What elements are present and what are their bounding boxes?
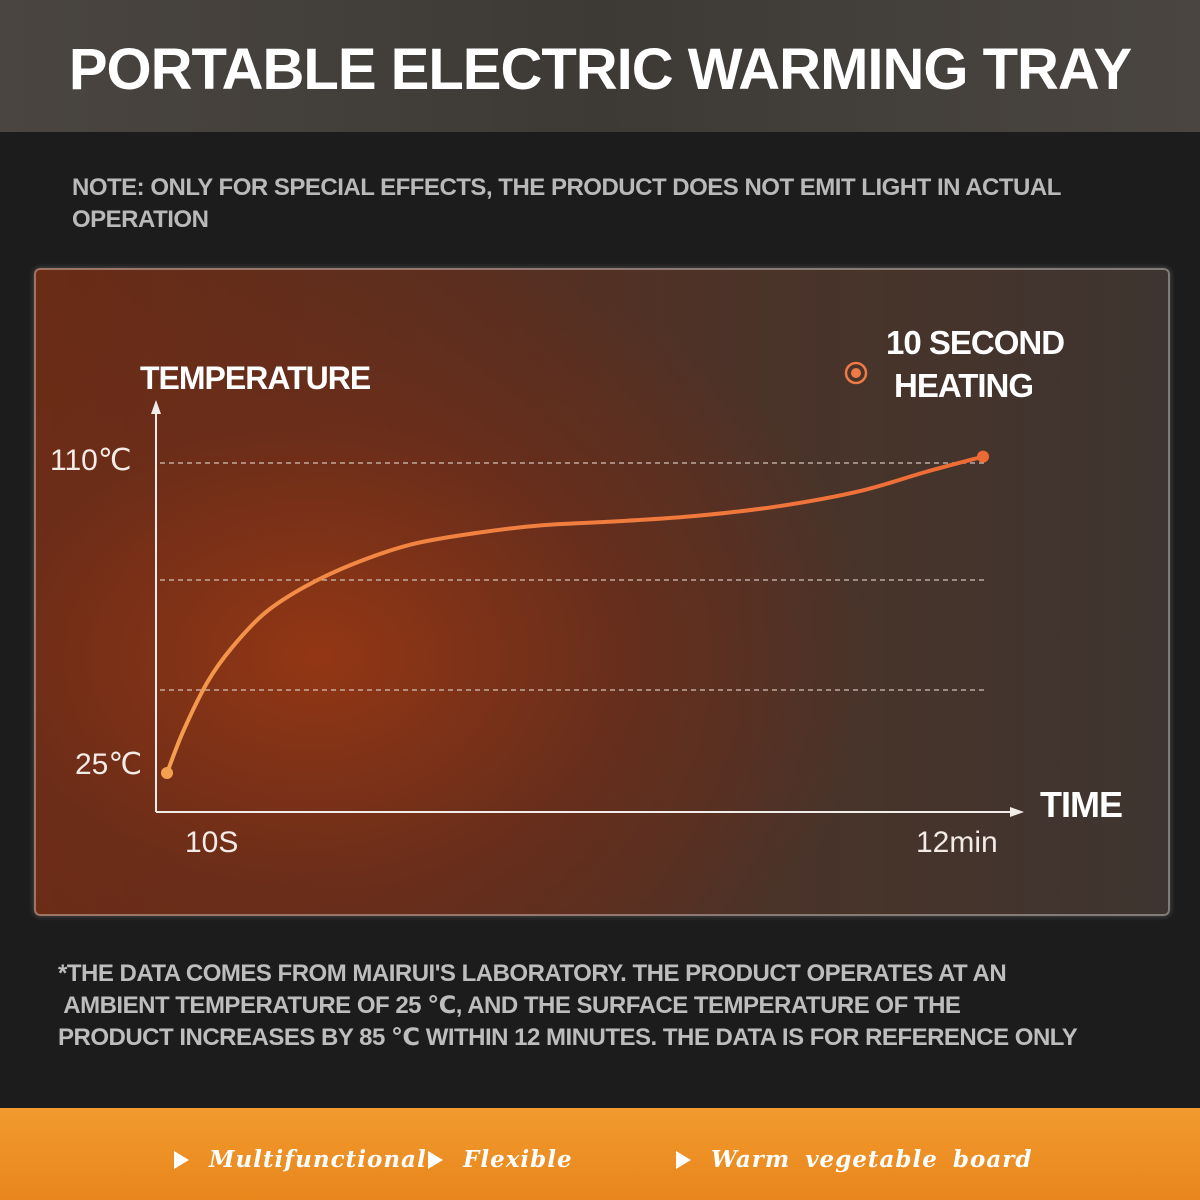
legend-label-line2: HEATING <box>894 367 1033 404</box>
y-tick-label-bottom: 25℃ <box>75 748 142 781</box>
feature-label: Multifunctional <box>209 1146 427 1173</box>
feature-multifunctional: Multifunctional <box>174 1146 427 1173</box>
legend: 10 SECOND HEATING <box>844 324 1065 404</box>
chart-panel <box>34 268 1170 916</box>
feature-label: Warm vegetable board <box>711 1146 1033 1173</box>
y-axis-label: TEMPERATURE <box>140 360 371 396</box>
play-triangle-icon <box>428 1150 443 1169</box>
note-text: NOTE: ONLY FOR SPECIAL EFFECTS, THE PROD… <box>72 174 1061 233</box>
legend-marker-icon <box>844 361 868 385</box>
series-layer <box>161 450 989 779</box>
disclaimer-line: *THE DATA COMES FROM MAIRUI'S LABORATORY… <box>58 960 1007 987</box>
feature-flexible: Flexible <box>428 1146 573 1173</box>
header-banner: PORTABLE ELECTRIC WARMING TRAY <box>0 0 1200 132</box>
x-axis <box>156 807 1024 817</box>
temperature-curve <box>165 454 985 775</box>
disclaimer: *THE DATA COMES FROM MAIRUI'S LABORATORY… <box>58 958 1158 1054</box>
legend-label-line1: 10 SECOND <box>886 324 1064 361</box>
disclaimer-line: PRODUCT INCREASES BY 85 ℃ WITHIN 12 MINU… <box>58 1024 1078 1051</box>
y-axis <box>151 400 161 812</box>
x-axis-label: TIME <box>1040 784 1122 825</box>
play-triangle-icon <box>174 1150 189 1169</box>
disclaimer-line: AMBIENT TEMPERATURE OF 25 ℃, AND THE SUR… <box>58 992 961 1019</box>
page-title: PORTABLE ELECTRIC WARMING TRAY <box>68 37 1132 102</box>
x-tick-label-end: 12min <box>916 826 998 859</box>
curve-start-point <box>161 767 173 779</box>
grid-lines <box>160 462 985 691</box>
feature-label: Flexible <box>463 1146 573 1173</box>
feature-bar <box>0 1108 1200 1200</box>
feature-warm-vegetable-board: Warm vegetable board <box>676 1146 1032 1173</box>
y-tick-label-top: 110℃ <box>50 444 132 477</box>
play-triangle-icon <box>676 1150 691 1169</box>
x-tick-label-start: 10S <box>185 826 238 859</box>
curve-end-point <box>977 450 989 463</box>
